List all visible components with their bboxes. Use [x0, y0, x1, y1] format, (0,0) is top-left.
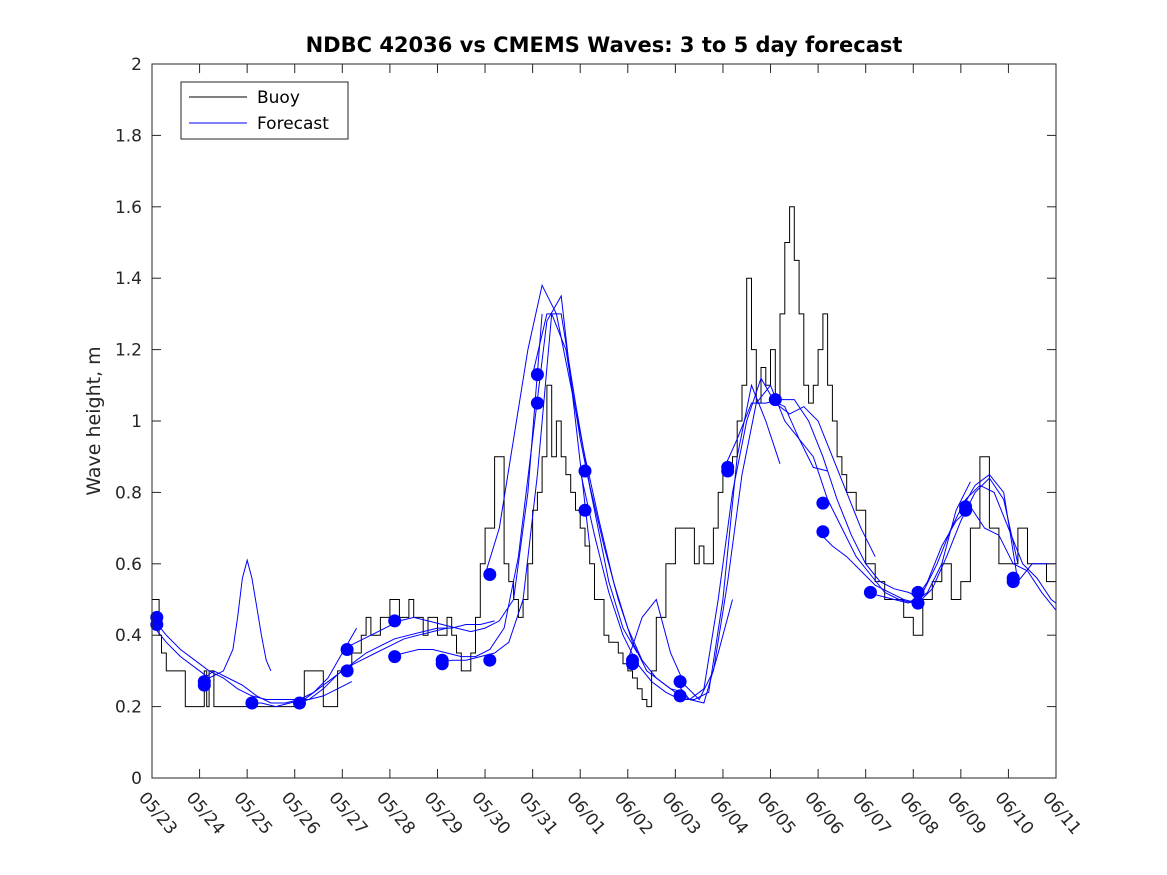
- forecast-point: [673, 675, 687, 689]
- forecast-line-7: [389, 294, 591, 658]
- x-tick-label: 06/02: [610, 788, 657, 838]
- forecast-point: [150, 618, 164, 631]
- forecast-point: [721, 464, 735, 478]
- forecast-point: [578, 503, 592, 517]
- y-tick-label: 0.6: [115, 555, 142, 575]
- forecast-point: [768, 393, 782, 407]
- y-tick-label: 0.2: [115, 698, 142, 718]
- legend-box: [180, 81, 349, 140]
- forecast-point: [911, 585, 925, 599]
- forecast-point: [340, 643, 354, 656]
- y-tick-label: 0: [131, 769, 142, 789]
- x-tick-label: 06/03: [658, 788, 705, 838]
- forecast-point: [863, 585, 877, 599]
- x-tick-label: 06/11: [1038, 788, 1085, 838]
- x-tick-label: 05/24: [182, 788, 229, 838]
- forecast-point: [1006, 575, 1020, 589]
- y-tick-label: 0.8: [115, 483, 142, 503]
- forecast-point: [959, 503, 973, 517]
- x-tick-label: 06/05: [753, 788, 800, 838]
- forecast-line-5: [294, 620, 495, 704]
- forecast-point: [673, 689, 687, 703]
- forecast-line-15: [770, 399, 971, 604]
- forecast-point: [340, 664, 354, 678]
- plot-area: [152, 64, 1056, 778]
- y-tick-label: 1: [131, 412, 142, 432]
- x-tick-label: 05/27: [324, 788, 371, 838]
- x-tick-label: 05/31: [515, 788, 562, 838]
- legend-buoy-label: Buoy: [257, 88, 300, 108]
- forecast-line-3: [199, 627, 358, 704]
- x-tick-label: 06/04: [705, 788, 752, 838]
- buoy-series: [152, 206, 1057, 708]
- y-tick-label: 1.8: [115, 126, 142, 146]
- forecast-markers: [150, 368, 1020, 710]
- forecast-line-17: [865, 484, 1057, 604]
- legend-forecast-label: Forecast: [257, 114, 329, 134]
- forecast-point: [578, 464, 592, 478]
- forecast-point: [626, 657, 639, 671]
- y-axis-label: Wave height, m: [83, 346, 105, 495]
- x-tick-label: 06/09: [943, 788, 990, 838]
- y-axis: 0 0.2 0.4 0.6 0.8 1 1.2 1.4 1.6 1.8 2: [115, 55, 1056, 789]
- forecast-point: [388, 614, 402, 628]
- forecast-point: [911, 596, 925, 610]
- forecast-point: [245, 696, 259, 710]
- forecast-line-18: [912, 505, 1057, 611]
- chart-title: NDBC 42036 vs CMEMS Waves: 3 to 5 day fo…: [306, 33, 903, 57]
- legend: Buoy Forecast: [180, 81, 349, 140]
- forecast-point: [530, 368, 544, 382]
- forecast-point: [435, 657, 449, 671]
- forecast-point: [197, 678, 211, 692]
- x-tick-label: 06/06: [800, 788, 847, 838]
- x-tick-label: 05/25: [229, 788, 276, 838]
- x-tick-label: 06/08: [895, 788, 942, 838]
- forecast-line-8: [437, 313, 638, 665]
- forecast-point: [483, 653, 497, 667]
- x-tick-label: 05/26: [277, 788, 324, 838]
- x-tick-label: 06/07: [848, 788, 895, 838]
- forecast-point: [388, 650, 402, 664]
- y-tick-label: 0.4: [115, 626, 142, 646]
- forecast-point: [530, 396, 544, 410]
- forecast-line-12: [627, 384, 828, 701]
- y-tick-label: 1.2: [115, 341, 142, 361]
- y-tick-label: 1.6: [115, 198, 142, 218]
- forecast-point: [293, 696, 306, 710]
- forecast-line-1: [151, 617, 353, 700]
- y-tick-label: 1.4: [115, 269, 142, 289]
- forecast-line-19: [960, 473, 1056, 583]
- x-tick-label: 06/01: [562, 788, 609, 838]
- x-tick-label: 05/30: [467, 788, 514, 838]
- forecast-line-10: [532, 313, 733, 704]
- x-tick-label: 05/28: [372, 788, 419, 838]
- x-tick-label: 05/23: [134, 788, 181, 838]
- x-tick-label: 06/10: [991, 788, 1038, 838]
- forecast-point: [816, 496, 830, 510]
- forecast-line-2: [151, 558, 272, 679]
- y-tick-label: 2: [131, 55, 142, 75]
- forecast-point: [816, 525, 830, 539]
- forecast-line-14: [722, 399, 924, 600]
- buoy-line: [152, 206, 1057, 708]
- x-tick-label: 05/29: [420, 788, 467, 838]
- forecast-point: [483, 568, 497, 581]
